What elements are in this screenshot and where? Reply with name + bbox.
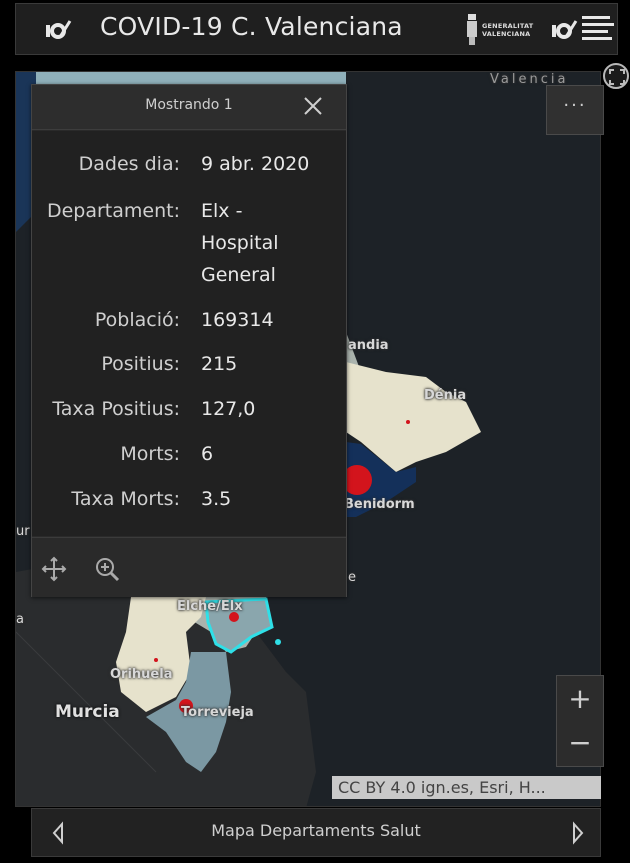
valenciana-text: VALENCIANA <box>482 30 531 38</box>
zoom-out-button[interactable]: − <box>568 726 592 759</box>
app-title: COVID-19 C. Valenciana <box>100 12 403 41</box>
map-label-murcia: Murcia <box>55 702 120 722</box>
feature-popup: Mostrando 1 Dades dia: 9 abr. 2020 Depar… <box>31 84 347 597</box>
map-label-partial-left: ur <box>16 524 30 539</box>
field-value: 9 abr. 2020 <box>201 153 310 175</box>
app-header: COVID-19 C. Valenciana GENERALITAT VALEN… <box>15 3 618 55</box>
field-label: Dades dia: <box>78 153 180 175</box>
map-label-valencia: Valencia <box>490 72 569 87</box>
map-label-partial-left-2: a <box>16 612 24 627</box>
map-label-orihuela: Orihuela <box>110 667 173 682</box>
zoom-in-button[interactable]: + <box>568 682 592 715</box>
popup-content: Dades dia: 9 abr. 2020 Departament: Elx … <box>32 131 346 536</box>
more-options-button[interactable]: ··· <box>546 85 604 135</box>
generalitat-valenciana-logo: GENERALITAT VALENCIANA <box>465 13 540 47</box>
previous-arrow-icon[interactable] <box>50 821 66 845</box>
popup-actions <box>32 537 346 597</box>
generalitat-text: GENERALITAT <box>482 22 534 30</box>
move-icon[interactable] <box>41 556 67 582</box>
coat-of-arms-icon <box>467 14 477 45</box>
zoom-to-icon[interactable] <box>94 556 120 582</box>
bottom-navigation: Mapa Departaments Salut <box>31 808 601 857</box>
map-label-torrevieja: Torrevieja <box>181 705 254 720</box>
field-label: Taxa Positius: <box>52 398 180 420</box>
field-label: Taxa Morts: <box>71 488 180 510</box>
map-label-partial-right: e <box>348 570 356 585</box>
field-value: 169314 <box>201 309 274 331</box>
map-label-denia: Dénia <box>424 388 467 403</box>
field-value: Elx - Hospital General <box>201 195 331 291</box>
nav-title: Mapa Departaments Salut <box>211 821 421 840</box>
field-value: 215 <box>201 353 238 375</box>
expand-icon <box>609 69 625 85</box>
popup-header: Mostrando 1 <box>32 85 346 130</box>
value-line: Hospital <box>201 232 279 254</box>
value-line: General <box>201 264 276 286</box>
field-value: 127,0 <box>201 398 256 420</box>
field-label: Morts: <box>120 443 180 465</box>
field-value: 3.5 <box>201 488 232 510</box>
next-arrow-icon[interactable] <box>570 821 586 845</box>
value-line: Elx - <box>201 200 243 222</box>
covid-logo-small-icon <box>552 20 578 39</box>
map-label-gandia: andia <box>348 338 389 353</box>
field-label: Positius: <box>101 353 180 375</box>
close-icon[interactable] <box>302 95 324 117</box>
zoom-controls: + − <box>556 675 604 767</box>
field-label: Departament: <box>46 200 180 222</box>
fullscreen-button[interactable] <box>603 63 629 89</box>
map-label-benidorm: Benidorm <box>344 497 415 512</box>
covid-logo-icon <box>46 20 72 39</box>
map-label-elche: Elche/Elx <box>177 599 243 614</box>
institution-logo-icon <box>582 16 614 44</box>
field-value: 6 <box>201 443 214 465</box>
map-attribution[interactable]: CC BY 4.0 ign.es, Esri, H... <box>332 776 601 799</box>
popup-title: Mostrando 1 <box>145 97 233 113</box>
field-label: Població: <box>94 309 180 331</box>
